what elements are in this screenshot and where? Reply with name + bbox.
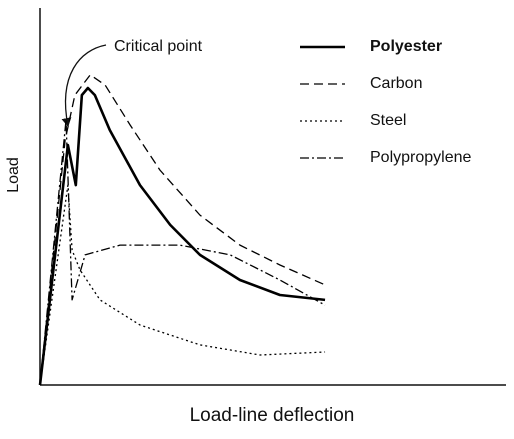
series-line xyxy=(39,184,326,386)
legend-label: Polypropylene xyxy=(370,149,472,166)
legend-label: Steel xyxy=(370,112,406,129)
legend-label: Carbon xyxy=(370,75,422,92)
series-line xyxy=(38,86,326,386)
x-axis-label: Load-line deflection xyxy=(190,405,355,426)
legend-label: Polyester xyxy=(370,38,442,55)
series-line xyxy=(39,119,326,386)
y-axis-label: Load xyxy=(5,157,22,193)
annotation-arrow xyxy=(61,44,107,127)
annotation: Critical point xyxy=(114,38,203,55)
series-line xyxy=(39,74,326,386)
